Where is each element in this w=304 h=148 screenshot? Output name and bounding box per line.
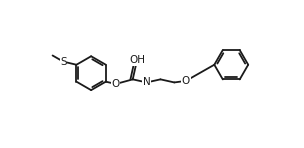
Text: O: O bbox=[112, 79, 120, 89]
Text: S: S bbox=[60, 57, 67, 67]
Text: N: N bbox=[143, 77, 150, 87]
Text: OH: OH bbox=[130, 55, 145, 65]
Text: O: O bbox=[182, 76, 190, 86]
